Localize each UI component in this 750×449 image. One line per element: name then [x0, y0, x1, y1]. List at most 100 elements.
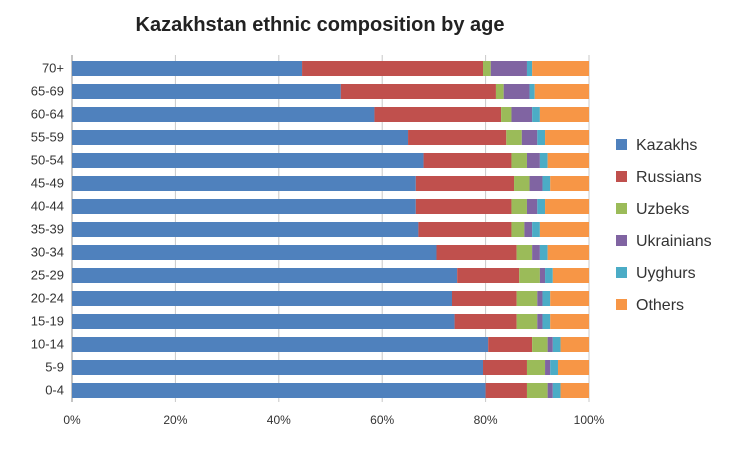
bar-kazakhs-0-4: [72, 383, 486, 398]
bar-uyghurs-45-49: [542, 176, 551, 191]
y-tick-label: 10-14: [31, 337, 64, 352]
bar-ukrainians-5-9: [545, 360, 551, 375]
bar-russians-35-39: [418, 222, 512, 237]
bar-ukrainians-10-14: [547, 337, 553, 352]
bar-uyghurs-65-69: [529, 84, 535, 99]
bar-uzbeks-65-69: [495, 84, 504, 99]
bar-others-10-14: [560, 337, 589, 352]
bar-others-30-34: [547, 245, 589, 260]
bar-others-70: [532, 61, 589, 76]
bar-uyghurs-10-14: [552, 337, 561, 352]
y-tick-label: 0-4: [45, 383, 64, 398]
bar-uzbeks-35-39: [511, 222, 525, 237]
bar-uzbeks-70: [483, 61, 491, 76]
y-tick-label: 55-59: [31, 130, 64, 145]
bar-others-5-9: [557, 360, 589, 375]
bar-ukrainians-60-64: [511, 107, 533, 122]
bar-others-25-29: [552, 268, 589, 283]
bar-others-60-64: [539, 107, 589, 122]
bar-uzbeks-60-64: [501, 107, 512, 122]
legend-swatch-uyghurs: [616, 267, 627, 278]
y-tick-label: 65-69: [31, 84, 64, 99]
bar-others-40-44: [545, 199, 589, 214]
bar-ukrainians-50-54: [526, 153, 540, 168]
bar-kazakhs-35-39: [72, 222, 419, 237]
bar-russians-40-44: [415, 199, 512, 214]
bar-others-15-19: [550, 314, 589, 329]
bar-uzbeks-15-19: [516, 314, 538, 329]
bar-uzbeks-10-14: [532, 337, 548, 352]
bar-ukrainians-0-4: [547, 383, 553, 398]
y-tick-label: 40-44: [31, 199, 64, 214]
y-tick-label: 30-34: [31, 245, 64, 260]
x-tick-label: 80%: [474, 413, 498, 427]
x-tick-label: 40%: [267, 413, 291, 427]
bar-russians-10-14: [488, 337, 533, 352]
bar-others-45-49: [550, 176, 589, 191]
bar-kazakhs-15-19: [72, 314, 455, 329]
bar-others-20-24: [550, 291, 589, 306]
x-tick-label: 20%: [163, 413, 187, 427]
bar-uyghurs-40-44: [537, 199, 546, 214]
bar-uyghurs-25-29: [545, 268, 553, 283]
bar-uzbeks-0-4: [526, 383, 548, 398]
bar-uyghurs-20-24: [542, 291, 551, 306]
bar-uyghurs-30-34: [539, 245, 548, 260]
bar-kazakhs-65-69: [72, 84, 341, 99]
bar-uyghurs-15-19: [542, 314, 551, 329]
legend-label-others: Others: [636, 297, 684, 314]
bar-kazakhs-45-49: [72, 176, 416, 191]
bar-uyghurs-5-9: [550, 360, 558, 375]
bar-kazakhs-10-14: [72, 337, 489, 352]
legend-label-uzbeks: Uzbeks: [636, 201, 689, 218]
bar-ukrainians-40-44: [526, 199, 538, 214]
bar-uzbeks-25-29: [519, 268, 540, 283]
legend-swatch-ukrainians: [616, 235, 627, 246]
y-tick-label: 35-39: [31, 222, 64, 237]
y-tick-label: 20-24: [31, 291, 64, 306]
bar-russians-5-9: [483, 360, 527, 375]
legend-label-kazakhs: Kazakhs: [636, 137, 697, 154]
bar-kazakhs-40-44: [72, 199, 416, 214]
x-tick-label: 100%: [574, 413, 605, 427]
bar-ukrainians-70: [490, 61, 527, 76]
bar-others-35-39: [539, 222, 589, 237]
legend-label-ukrainians: Ukrainians: [636, 233, 712, 250]
bar-russians-45-49: [415, 176, 515, 191]
legend-swatch-others: [616, 299, 627, 310]
bar-uzbeks-40-44: [511, 199, 527, 214]
bar-russians-0-4: [485, 383, 527, 398]
y-tick-label: 70+: [42, 61, 64, 76]
bar-ukrainians-30-34: [532, 245, 540, 260]
bar-russians-60-64: [374, 107, 502, 122]
x-tick-label: 60%: [370, 413, 394, 427]
bar-ukrainians-55-59: [521, 130, 538, 145]
bar-ukrainians-65-69: [503, 84, 530, 99]
bar-uyghurs-0-4: [552, 383, 561, 398]
bar-uyghurs-60-64: [532, 107, 540, 122]
bar-kazakhs-30-34: [72, 245, 437, 260]
y-tick-label: 5-9: [45, 360, 64, 375]
bar-kazakhs-60-64: [72, 107, 375, 122]
bar-russians-30-34: [436, 245, 517, 260]
bar-others-0-4: [560, 383, 589, 398]
y-tick-label: 45-49: [31, 176, 64, 191]
bar-ukrainians-15-19: [537, 314, 543, 329]
y-tick-label: 50-54: [31, 153, 64, 168]
bar-uzbeks-5-9: [526, 360, 546, 375]
bar-kazakhs-70: [72, 61, 303, 76]
legend-swatch-kazakhs: [616, 139, 627, 150]
bar-russians-65-69: [340, 84, 496, 99]
bar-russians-25-29: [457, 268, 520, 283]
bar-kazakhs-5-9: [72, 360, 484, 375]
bar-others-65-69: [534, 84, 589, 99]
bar-others-50-54: [547, 153, 589, 168]
bar-russians-15-19: [454, 314, 517, 329]
legend-swatch-uzbeks: [616, 203, 627, 214]
bar-russians-50-54: [423, 153, 512, 168]
legend-swatch-russians: [616, 171, 627, 182]
bar-uzbeks-45-49: [514, 176, 530, 191]
y-tick-label: 60-64: [31, 107, 64, 122]
